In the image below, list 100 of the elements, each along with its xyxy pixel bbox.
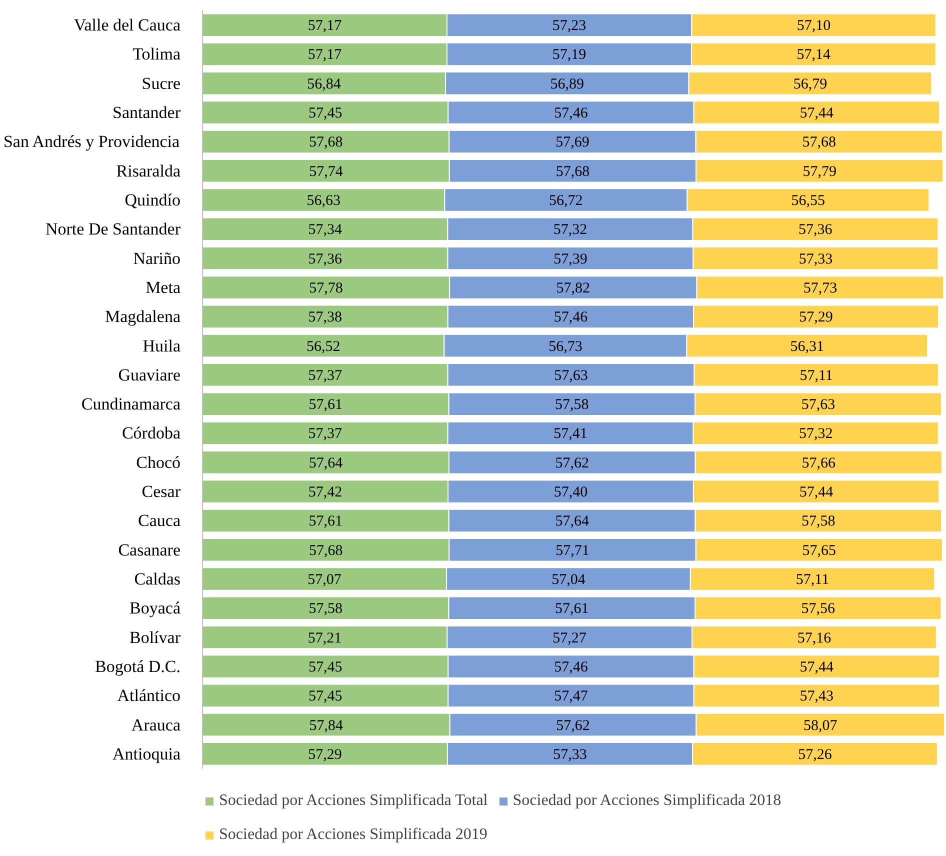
data-label: 57,23	[552, 18, 586, 34]
y-tick-label: Tolima	[132, 44, 181, 64]
data-label: 57,58	[802, 514, 836, 530]
data-label: 56,31	[790, 338, 824, 355]
data-label: 56,72	[549, 193, 583, 209]
data-label: 56,79	[793, 76, 828, 92]
data-label: 57,68	[802, 134, 836, 151]
data-label: 57,26	[798, 746, 832, 763]
data-label: 56,84	[307, 76, 342, 92]
data-label: 57,39	[554, 251, 588, 268]
y-tick-label: Sucre	[142, 74, 181, 93]
data-label: 57,45	[308, 688, 342, 705]
data-label: 57,68	[556, 164, 590, 180]
data-label: 57,84	[309, 718, 344, 734]
y-tick-label: Valle del Cauca	[74, 16, 181, 35]
y-tick-label: Magdalena	[104, 307, 181, 326]
y-tick-label: Chocó	[136, 452, 181, 472]
data-label: 57,32	[798, 426, 833, 442]
y-tick-label: Norte De Santander	[45, 220, 181, 239]
data-label: 57,74	[309, 164, 344, 180]
data-label: 57,68	[308, 134, 343, 151]
data-label: 57,17	[308, 47, 342, 64]
data-label: 57,41	[554, 426, 588, 442]
data-label: 57,46	[554, 310, 588, 326]
data-label: 57,21	[308, 630, 342, 646]
data-label: 57,33	[798, 251, 833, 268]
data-label: 57,58	[308, 601, 342, 618]
data-label: 57,65	[802, 542, 836, 559]
y-tick-label: Guaviare	[118, 365, 181, 384]
data-label: 56,73	[548, 338, 582, 355]
data-label: 57,16	[797, 630, 832, 646]
data-label: 56,89	[550, 76, 584, 92]
data-label: 57,29	[308, 746, 342, 763]
data-label: 57,17	[308, 18, 342, 34]
data-label: 57,37	[308, 426, 343, 442]
data-label: 56,63	[306, 193, 340, 209]
data-label: 58,07	[803, 718, 838, 734]
y-tick-label: Arauca	[131, 715, 181, 734]
y-tick-label: San Andrés y Providencia	[3, 132, 180, 152]
y-tick-label: Boyacá	[130, 598, 181, 618]
data-label: 57,68	[308, 542, 343, 559]
y-tick-label: Caldas	[134, 570, 181, 588]
y-tick-label: Casanare	[118, 540, 181, 560]
y-tick-label: Risaralda	[116, 161, 181, 180]
legend-label: Sociedad por Acciones Simplificada 2019	[219, 826, 488, 844]
data-label: 57,58	[555, 397, 589, 414]
data-label: 57,43	[800, 688, 834, 705]
data-label: 57,79	[802, 164, 836, 180]
data-label: 57,61	[308, 397, 343, 414]
data-label: 57,42	[308, 484, 342, 501]
y-tick-label: Cesar	[142, 482, 181, 502]
data-label: 57,07	[308, 572, 342, 588]
data-label: 57,82	[556, 280, 590, 296]
y-tick-label: Atlántico	[117, 686, 181, 706]
data-label: 57,56	[801, 601, 836, 618]
y-tick-label: Córdoba	[122, 424, 181, 443]
data-label: 57,37	[308, 368, 343, 384]
data-label: 57,34	[308, 222, 342, 238]
data-label: 57,27	[552, 630, 587, 646]
y-tick-label: Cundinamarca	[81, 394, 181, 414]
data-label: 57,36	[308, 251, 343, 268]
data-label: 57,10	[796, 18, 831, 34]
legend-label: Sociedad por Acciones Simplificada Total	[219, 792, 488, 810]
data-label: 57,62	[556, 718, 590, 734]
y-tick-label: Quindío	[124, 190, 181, 210]
data-label: 57,32	[553, 222, 588, 238]
data-label: 57,45	[308, 659, 342, 676]
data-label: 57,62	[555, 455, 590, 472]
data-label: 57,33	[553, 746, 587, 763]
data-label: 57,63	[554, 368, 588, 384]
y-tick-label: Bogotá D.C.	[95, 656, 181, 676]
data-label: 57,73	[803, 280, 838, 296]
data-label: 57,40	[554, 484, 588, 501]
data-label: 56,52	[306, 338, 340, 355]
data-label: 57,61	[554, 601, 589, 618]
data-label: 57,19	[552, 47, 586, 64]
data-label: 57,11	[800, 368, 833, 384]
data-label: 57,46	[554, 106, 588, 122]
data-label: 57,11	[796, 572, 830, 588]
data-label: 57,66	[802, 455, 836, 472]
y-tick-label: Cauca	[138, 511, 181, 530]
data-label: 57,64	[308, 455, 344, 472]
data-label: 57,38	[308, 310, 342, 326]
data-label: 57,71	[556, 542, 590, 559]
legend-label: Sociedad por Acciones Simplificada 2018	[512, 792, 782, 810]
y-tick-label: Huila	[142, 336, 181, 356]
data-label: 57,46	[554, 659, 588, 676]
data-label: 57,78	[309, 280, 343, 296]
data-label: 57,04	[552, 572, 586, 588]
y-tick-label: Santander	[112, 103, 181, 122]
data-label: 57,29	[799, 310, 833, 326]
data-label: 57,14	[796, 47, 832, 64]
data-label: 56,55	[791, 193, 825, 209]
data-label: 57,36	[798, 222, 833, 238]
data-label: 57,44	[800, 659, 834, 676]
data-label: 57,69	[556, 134, 590, 151]
y-tick-label: Nariño	[133, 248, 181, 268]
data-label: 57,63	[801, 397, 836, 414]
data-label: 57,44	[799, 484, 834, 501]
y-tick-label: Antioquia	[112, 744, 181, 764]
